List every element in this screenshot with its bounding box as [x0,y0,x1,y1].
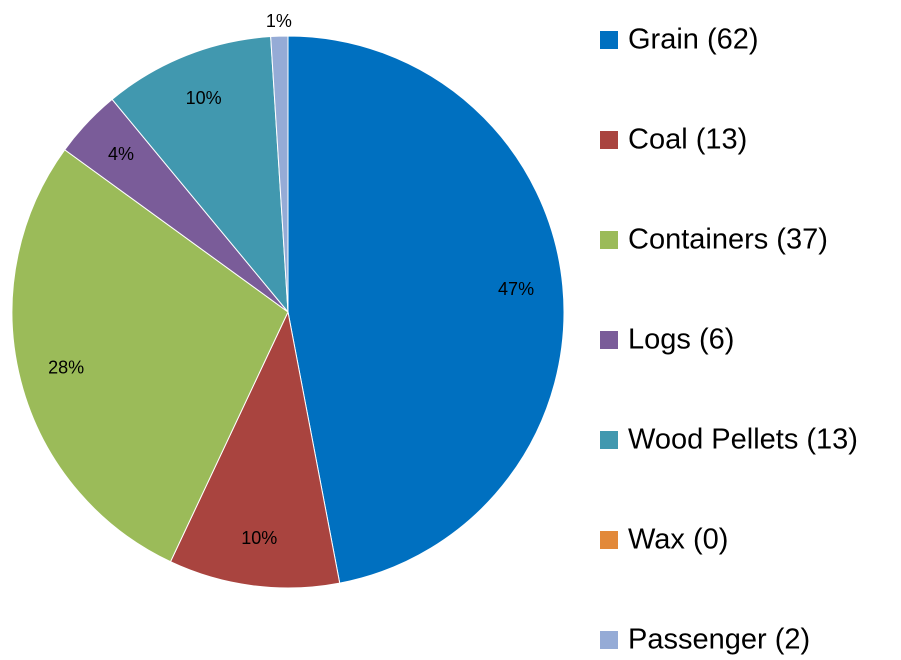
data-label: 10% [186,88,222,108]
data-label: 1% [266,11,292,31]
data-label: 4% [108,144,134,164]
legend-swatch [600,431,618,449]
legend-swatch [600,31,618,49]
legend-swatch [600,631,618,649]
legend-swatch [600,231,618,249]
pie-slice [169,310,341,589]
legend-label: Wax (0) [628,524,728,556]
pie-slice [270,35,289,313]
pie-slice [111,36,289,314]
legend-label: Wood Pellets (13) [628,424,858,456]
data-label: 47% [498,279,534,299]
legend-swatch [600,131,618,149]
legend-label: Containers (37) [628,224,828,256]
data-label: 10% [241,528,277,548]
pie-slice [11,149,289,563]
legend-swatch [600,331,618,349]
legend-label: Grain (62) [628,24,759,56]
legend-label: Coal (13) [628,124,747,156]
pie-slice [287,35,565,584]
legend-label: Logs (6) [628,324,734,356]
legend-swatch [600,531,618,549]
data-label: 28% [48,358,84,378]
legend-label: Passenger (2) [628,624,810,656]
